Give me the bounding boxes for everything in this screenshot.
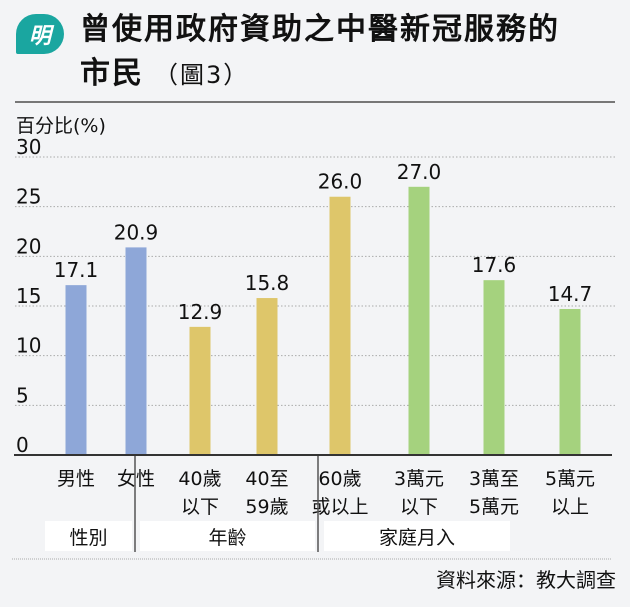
- logo: 明: [16, 14, 64, 54]
- x-tick-label: 以下: [181, 496, 219, 518]
- data-label: 27.0: [397, 160, 442, 184]
- x-tick-label: 以上: [551, 496, 589, 518]
- y-axis-label: 百分比(%): [16, 115, 106, 137]
- data-label: 14.7: [548, 282, 593, 306]
- x-tick-label: 3萬元: [394, 468, 444, 490]
- x-tick-label: 男性: [57, 468, 95, 490]
- group-label-box: [324, 521, 510, 551]
- x-tick-label: 40歲: [178, 468, 221, 490]
- y-tick-label: 15: [16, 284, 41, 308]
- group-label-box: [140, 521, 315, 551]
- data-label: 17.6: [472, 253, 517, 277]
- y-tick-label: 0: [16, 433, 29, 457]
- x-tick-label: 59歲: [245, 496, 288, 518]
- data-label: 17.1: [54, 258, 99, 282]
- y-tick-label: 20: [16, 234, 41, 258]
- x-tick-label: 3萬至: [469, 468, 519, 490]
- bar: [65, 285, 87, 455]
- bar: [125, 247, 147, 455]
- bar: [329, 196, 351, 455]
- y-tick-label: 5: [16, 383, 29, 407]
- title-line-1: 曾使用政府資助之中醫新冠服務的: [80, 12, 560, 47]
- figure-label: （圖3）: [154, 61, 250, 89]
- bar: [483, 280, 505, 455]
- data-label: 15.8: [245, 271, 290, 295]
- x-tick-label: 或以上: [311, 496, 368, 518]
- title-line-2: 市民: [80, 56, 144, 91]
- bar: [189, 326, 211, 455]
- data-label: 20.9: [114, 220, 159, 244]
- group-label: 家庭月入: [379, 527, 455, 549]
- group-label: 性別: [69, 527, 107, 549]
- y-tick-label: 30: [16, 135, 41, 159]
- x-tick-label: 60歲: [318, 468, 361, 490]
- bar: [408, 186, 430, 456]
- title-divider: [15, 101, 615, 103]
- data-label: 12.9: [178, 300, 223, 324]
- group-label: 年齡: [208, 527, 246, 549]
- source-note: 資料來源：教大調查: [436, 568, 616, 592]
- y-tick-label: 25: [16, 185, 41, 209]
- chart-title: 曾使用政府資助之中醫新冠服務的 市民 （圖3）: [80, 8, 560, 97]
- x-tick-label: 5萬元: [545, 468, 595, 490]
- x-tick-label: 5萬元: [469, 496, 519, 518]
- data-label: 26.0: [318, 170, 363, 194]
- bar: [256, 298, 278, 455]
- bar: [559, 308, 581, 455]
- group-label-box: [45, 521, 132, 551]
- x-tick-label: 以下: [400, 496, 438, 518]
- x-tick-label: 女性: [117, 468, 155, 490]
- x-tick-label: 40至: [245, 468, 288, 490]
- y-tick-label: 10: [16, 334, 41, 358]
